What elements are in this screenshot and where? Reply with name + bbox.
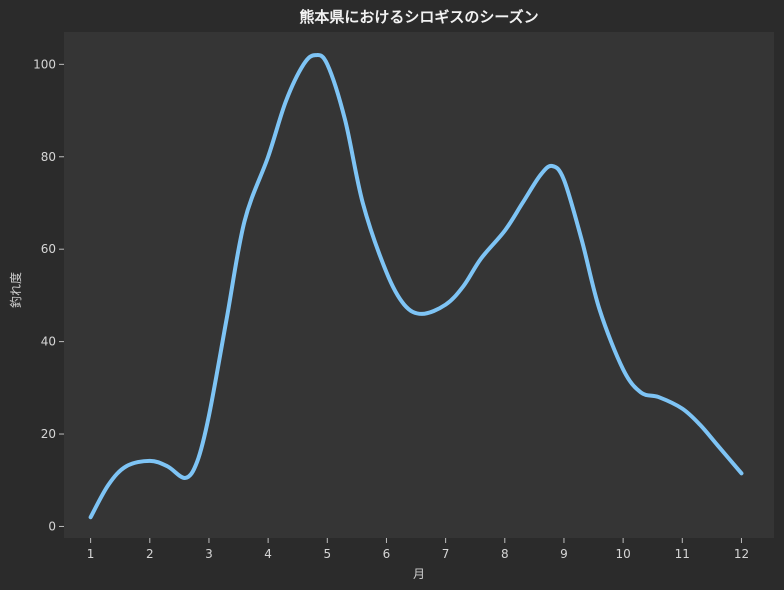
y-axis-label: 釣れ度 bbox=[8, 272, 23, 308]
series-line bbox=[88, 53, 744, 520]
x-axis-label: 月 bbox=[413, 567, 425, 581]
chart-title: 熊本県におけるシロギスのシーズン bbox=[299, 8, 538, 26]
y-tick-label: 40 bbox=[41, 335, 56, 349]
y-tick-label: 80 bbox=[41, 150, 56, 164]
x-tick-label: 12 bbox=[734, 547, 749, 561]
x-tick-label: 5 bbox=[323, 547, 331, 561]
x-tick-label: 3 bbox=[205, 547, 213, 561]
x-axis: 1 2 3 4 5 6 7 8 9 10 11 12 bbox=[87, 538, 749, 561]
y-tick-label: 0 bbox=[48, 519, 56, 533]
plot-area bbox=[64, 32, 774, 538]
y-axis: 0 20 40 60 80 100 bbox=[33, 57, 64, 533]
x-tick-label: 1 bbox=[87, 547, 95, 561]
y-tick-label: 100 bbox=[33, 57, 56, 71]
y-tick-label: 60 bbox=[41, 242, 56, 256]
x-tick-label: 2 bbox=[146, 547, 154, 561]
x-tick-label: 11 bbox=[675, 547, 690, 561]
x-tick-label: 8 bbox=[501, 547, 509, 561]
y-tick-label: 20 bbox=[41, 427, 56, 441]
x-tick-label: 9 bbox=[560, 547, 568, 561]
x-tick-label: 10 bbox=[615, 547, 630, 561]
x-tick-label: 6 bbox=[383, 547, 391, 561]
series-layer bbox=[88, 53, 744, 520]
x-tick-label: 4 bbox=[264, 547, 272, 561]
x-tick-label: 7 bbox=[442, 547, 450, 561]
